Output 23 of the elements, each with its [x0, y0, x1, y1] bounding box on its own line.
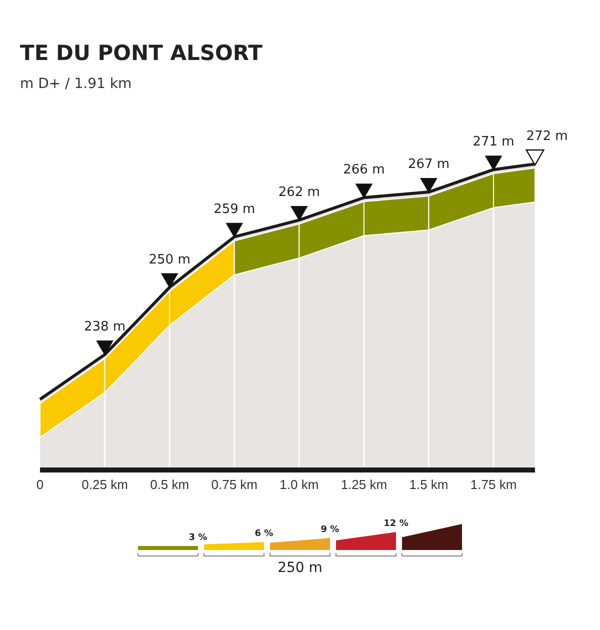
data-label: 238 m — [84, 320, 126, 335]
annotation: 6 % — [254, 529, 274, 539]
x-tick-label: 1.5 km — [409, 477, 448, 492]
data-label: 271 m — [472, 134, 514, 150]
x-tick-label: 0.25 km — [82, 477, 128, 492]
x-tick-label: 1.0 km — [280, 477, 319, 492]
data-label: 262 m — [278, 185, 320, 200]
x-tick-label: 1.25 km — [340, 477, 388, 492]
x-tick-label: 0.75 km — [211, 477, 258, 492]
data-label: 272 m — [526, 129, 568, 144]
chart-subtitle: m D+ / 1.91 km — [20, 76, 132, 92]
data-label: 250 m — [148, 252, 190, 268]
data-label: 267 m — [408, 157, 450, 172]
x-tick-label: 0 — [36, 477, 44, 492]
data-label: 266 m — [343, 162, 385, 178]
annotation: 250 m — [278, 560, 322, 576]
annotation: 3 % — [188, 533, 208, 543]
annotation: 12 % — [384, 519, 408, 529]
x-tick-label: 1.75 km — [470, 477, 517, 492]
annotation: 9 % — [320, 525, 340, 535]
x-tick-label: 0.5 km — [150, 477, 190, 492]
data-label: 259 m — [214, 202, 256, 217]
chart-title: TE DU PONT ALSORT — [20, 41, 264, 65]
